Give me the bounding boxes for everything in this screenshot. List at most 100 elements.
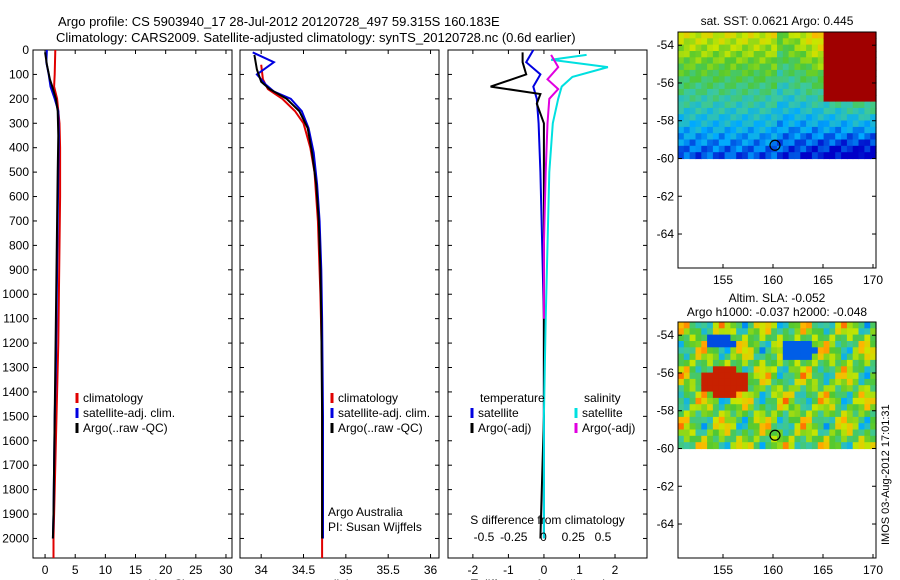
map-cell: [683, 385, 691, 393]
map-cell: [846, 76, 854, 84]
map-cell: [852, 334, 860, 342]
map-cell: [794, 347, 801, 355]
map-cell: [777, 76, 784, 84]
map-cell: [817, 322, 825, 329]
map-cell: [835, 328, 842, 336]
map-cell: [841, 366, 848, 374]
map-cell: [712, 416, 720, 424]
map-cell: [858, 429, 865, 437]
map-cell: [852, 359, 860, 367]
map-cell: [841, 328, 848, 336]
map-cell: [788, 76, 795, 84]
map-cell: [718, 32, 726, 39]
plot-frame: [32, 49, 233, 559]
map-cell: [788, 63, 795, 71]
map-cell: [835, 76, 842, 84]
map-cell: [724, 126, 731, 134]
map-cell: [712, 391, 720, 399]
map-cell: [678, 442, 685, 450]
map-cell: [852, 107, 860, 115]
map-cell: [829, 397, 836, 405]
map-cell: [689, 334, 696, 342]
map-cell: [835, 101, 842, 109]
map-cell: [695, 57, 702, 65]
map-cell: [817, 385, 825, 393]
map-cell: [771, 57, 778, 65]
map-cell: [695, 410, 702, 418]
map-cell: [794, 353, 801, 361]
map-cell: [707, 404, 714, 412]
map-cell: [841, 429, 848, 437]
map-cell: [806, 416, 813, 424]
map-cell: [742, 347, 749, 355]
map-cell: [718, 51, 726, 58]
map-cell: [823, 328, 830, 336]
x-tick-label: 170: [863, 563, 883, 577]
map-cell: [730, 133, 737, 141]
map-cell: [771, 95, 778, 103]
map-cell: [788, 57, 795, 65]
x-tick-label: 0: [42, 563, 49, 577]
map-cell: [724, 120, 731, 128]
map-cell: [742, 328, 749, 336]
map-cell: [829, 76, 836, 84]
map-cell: [678, 322, 685, 329]
map-cell: [765, 107, 772, 115]
map-cell: [811, 366, 819, 374]
map-cell: [712, 133, 720, 141]
y-tick-label: 1700: [2, 458, 29, 472]
map-cell: [765, 32, 772, 39]
map-cell: [846, 88, 854, 96]
map-cell: [771, 101, 778, 109]
map-cell: [788, 139, 795, 147]
x-tick-label: 170: [863, 273, 883, 287]
map-cell: [788, 44, 795, 52]
map-cell: [841, 51, 848, 58]
map-cell: [829, 120, 836, 128]
map-cell: [701, 88, 708, 96]
map-cell: [683, 126, 691, 134]
map-cell: [870, 366, 877, 374]
map-cell: [811, 120, 819, 128]
map-cell: [800, 416, 807, 424]
x-tick-label: 20: [159, 563, 173, 577]
map-cell: [829, 366, 836, 374]
y-tick-label: -64: [657, 517, 675, 531]
map-cell: [724, 145, 731, 153]
map-cell: [707, 442, 714, 450]
map-cell: [858, 133, 865, 141]
map-cell: [765, 63, 772, 71]
map-cell: [823, 372, 830, 380]
map-cell: [765, 145, 772, 153]
map-cell: [852, 76, 860, 84]
map-cell: [683, 322, 691, 329]
map-cell: [852, 416, 860, 424]
map-cell: [759, 341, 766, 348]
map-cell: [753, 51, 761, 58]
map-cell: [806, 429, 813, 437]
map-cell: [852, 69, 860, 77]
map-cell: [870, 423, 877, 431]
map-cell: [736, 391, 743, 399]
map-cell: [747, 107, 755, 115]
map-cell: [794, 107, 801, 115]
y-tick-label: -54: [657, 328, 675, 342]
map-cell: [695, 51, 702, 58]
map-cell: [678, 32, 685, 39]
x-tick-label: 15: [129, 563, 143, 577]
map-cell: [794, 44, 801, 52]
map-cell: [689, 429, 696, 437]
map-cell: [712, 76, 720, 84]
map-cell: [736, 57, 743, 65]
map-cell: [736, 114, 743, 122]
map-cell: [870, 82, 877, 90]
map-cell: [730, 120, 737, 128]
map-cell: [678, 410, 685, 418]
plot-frame: [239, 49, 440, 559]
map-cell: [846, 82, 854, 90]
map-cell: [759, 69, 766, 77]
map-cell: [689, 126, 696, 134]
map-cell: [794, 57, 801, 65]
map-cell: [718, 69, 726, 77]
map-cell: [852, 120, 860, 128]
